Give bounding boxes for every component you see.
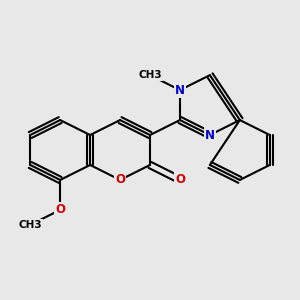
Text: O: O xyxy=(175,173,185,186)
Text: CH3: CH3 xyxy=(138,70,162,80)
Text: O: O xyxy=(55,203,65,216)
Text: N: N xyxy=(205,128,215,142)
Text: O: O xyxy=(115,173,125,186)
Text: CH3: CH3 xyxy=(18,220,42,230)
Text: N: N xyxy=(175,84,185,97)
